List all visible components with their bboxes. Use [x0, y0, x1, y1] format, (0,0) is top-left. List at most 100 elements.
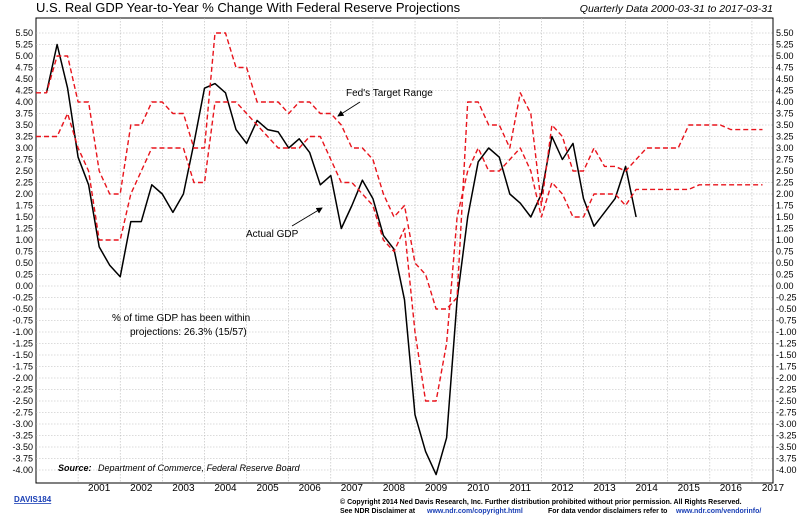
y-tick-label-right: 2.00: [776, 189, 794, 199]
y-tick-label-right: 1.00: [776, 235, 794, 245]
y-tick-label-left: 1.75: [15, 201, 33, 211]
fed-range-label: Fed's Target Range: [346, 88, 433, 99]
actual-gdp-label: Actual GDP: [246, 229, 299, 240]
y-tick-label-right: -0.25: [776, 293, 797, 303]
y-tick-label-left: 1.00: [15, 235, 33, 245]
x-tick-label: 2002: [130, 483, 153, 494]
y-tick-label-left: 5.25: [15, 40, 33, 50]
y-tick-label-right: 0.25: [776, 270, 794, 280]
y-tick-label-right: -2.50: [776, 396, 797, 406]
y-tick-label-left: -1.25: [12, 339, 33, 349]
y-tick-label-right: -2.75: [776, 408, 797, 418]
vendor-label: For data vendor disclaimers refer to: [548, 508, 667, 515]
y-tick-label-left: -3.75: [12, 454, 33, 464]
y-tick-label-right: 3.50: [776, 120, 794, 130]
y-tick-label-right: -0.50: [776, 304, 797, 314]
y-tick-label-left: -1.50: [12, 350, 33, 360]
y-tick-label-right: 1.75: [776, 201, 794, 211]
x-tick-label: 2006: [299, 483, 322, 494]
plot-frame: [35, 17, 774, 484]
y-tick-label-right: 3.00: [776, 143, 794, 153]
y-tick-label-left: -2.50: [12, 396, 33, 406]
y-tick-label-left: -0.25: [12, 293, 33, 303]
y-tick-label-left: 2.25: [15, 178, 33, 188]
y-tick-label-right: 5.00: [776, 51, 794, 61]
y-tick-label-left: 4.25: [15, 86, 33, 96]
y-tick-label-left: 3.50: [15, 120, 33, 130]
x-tick-label: 2004: [214, 483, 237, 494]
y-tick-label-left: 2.00: [15, 189, 33, 199]
x-tick-label: 2005: [257, 483, 280, 494]
y-tick-label-right: -1.25: [776, 339, 797, 349]
y-tick-label-left: -2.00: [12, 373, 33, 383]
y-tick-label-left: -3.25: [12, 431, 33, 441]
y-tick-label-left: 1.25: [15, 224, 33, 234]
copyright-text: © Copyright 2014 Ned Davis Research, Inc…: [340, 498, 742, 506]
y-tick-label-right: -1.75: [776, 362, 797, 372]
y-tick-label-left: 1.50: [15, 212, 33, 222]
y-tick-label-left: 0.25: [15, 270, 33, 280]
source-text: Department of Commerce, Federal Reserve …: [98, 463, 301, 473]
y-tick-label-right: -4.00: [776, 465, 797, 475]
x-tick-label: 2009: [425, 483, 448, 494]
vendor-link[interactable]: www.ndr.com/vendorinfo/: [675, 508, 761, 515]
x-tick-label: 2008: [383, 483, 406, 494]
chart-code: DAVIS184: [14, 495, 52, 504]
x-tick-label: 2014: [636, 483, 659, 494]
annotations: Fed's Target Range Actual GDP % of time …: [112, 88, 433, 338]
y-tick-label-left: -3.00: [12, 419, 33, 429]
y-tick-label-left: 4.00: [15, 97, 33, 107]
y-axis-ticks: 5.50 5.505.25 5.255.00 5.004.75 4.754.50 4.50…: [12, 28, 796, 475]
disclaimer-link[interactable]: www.ndr.com/copyright.html: [426, 508, 523, 515]
x-tick-label: 2012: [551, 483, 574, 494]
x-tick-label: 2013: [593, 483, 616, 494]
y-tick-label-right: 2.75: [776, 155, 794, 165]
x-tick-label: 2016: [720, 483, 743, 494]
y-tick-label-right: 2.25: [776, 178, 794, 188]
y-tick-label-left: 4.50: [15, 74, 33, 84]
x-axis-ticks: 2001 2002 2003 2004 2005 2006 2007 2008 2009 2010…: [88, 483, 785, 494]
y-tick-label-right: -2.00: [776, 373, 797, 383]
y-tick-label-right: -2.25: [776, 385, 797, 395]
y-tick-label-right: 5.50: [776, 28, 794, 38]
x-tick-label: 2003: [172, 483, 195, 494]
series-actual-gdp: [45, 43, 637, 476]
y-tick-label-right: 0.50: [776, 258, 794, 268]
fed-range-arrow: [337, 101, 361, 117]
y-tick-label-right: -1.00: [776, 327, 797, 337]
series: [36, 32, 763, 476]
y-tick-label-left: -3.50: [12, 442, 33, 452]
x-tick-label: 2001: [88, 483, 111, 494]
y-tick-label-left: 4.75: [15, 63, 33, 73]
y-tick-label-left: -4.00: [12, 465, 33, 475]
source-label: Source:: [58, 463, 92, 473]
y-tick-label-right: 3.25: [776, 132, 794, 142]
y-tick-label-left: 3.25: [15, 132, 33, 142]
x-tick-label: 2007: [341, 483, 364, 494]
x-tick-label: 2011: [510, 483, 532, 494]
stat-line-2: projections: 26.3% (15/57): [130, 327, 247, 338]
y-tick-label-right: 0.75: [776, 247, 794, 257]
x-tick-label: 2015: [678, 483, 701, 494]
y-tick-label-right: 4.75: [776, 63, 794, 73]
y-tick-label-right: 3.75: [776, 109, 794, 119]
y-tick-label-right: -0.75: [776, 316, 797, 326]
y-tick-label-right: 4.50: [776, 74, 794, 84]
x-tick-label: 2017: [762, 483, 785, 494]
y-tick-label-right: 2.50: [776, 166, 794, 176]
y-tick-label-left: -2.25: [12, 385, 33, 395]
y-tick-label-left: 0.75: [15, 247, 33, 257]
chart-title: U.S. Real GDP Year-to-Year % Change With…: [36, 0, 461, 15]
y-tick-label-right: 1.25: [776, 224, 794, 234]
y-tick-label-right: -3.00: [776, 419, 797, 429]
chart-subtitle: Quarterly Data 2000-03-31 to 2017-03-31: [580, 3, 773, 15]
y-tick-label-left: -0.75: [12, 316, 33, 326]
y-tick-label-left: 5.00: [15, 51, 33, 61]
x-tick-label: 2010: [467, 483, 490, 494]
y-tick-label-right: -3.75: [776, 454, 797, 464]
y-tick-label-right: -1.50: [776, 350, 797, 360]
y-tick-label-right: 4.00: [776, 97, 794, 107]
y-tick-label-left: 2.75: [15, 155, 33, 165]
y-tick-label-left: 2.50: [15, 166, 33, 176]
y-tick-label-left: 5.50: [15, 28, 33, 38]
